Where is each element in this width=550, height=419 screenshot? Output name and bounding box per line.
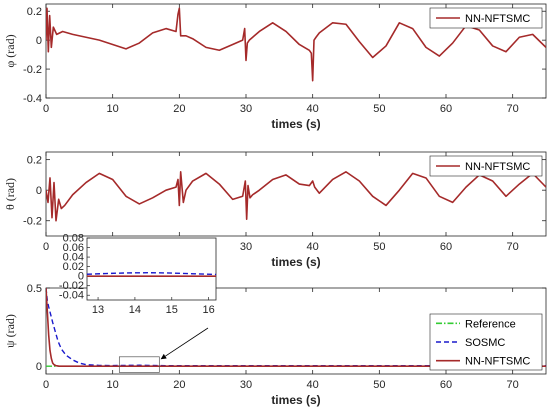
x-tick-label: 20 [173, 103, 185, 115]
x-tick-label: 50 [373, 241, 385, 253]
panel-phi: 0 10 20 30 40 50 60 70 -0.4 -0.2 0 0.2 times (s) φ (r… [3, 3, 547, 131]
y-tick-label: 0.2 [27, 6, 42, 18]
x-tick-label: 30 [240, 241, 252, 253]
x-tick-label: 60 [440, 379, 452, 391]
inset-y-tick-label: 0.08 [63, 233, 84, 245]
legend-box [429, 155, 543, 177]
zoom-arrow [160, 327, 209, 360]
series-line-nn-nftsmc [46, 288, 546, 367]
x-tick-label: 10 [107, 379, 119, 391]
x-tick-label: 40 [307, 103, 319, 115]
y-tick-label: -0.2 [23, 64, 42, 76]
x-tick-label: 60 [440, 103, 452, 115]
x-tick-label: 70 [507, 103, 519, 115]
inset-plot-area [86, 237, 217, 301]
x-tick-label: 50 [373, 379, 385, 391]
legend: Reference SOSMC NN-NFTSMC [429, 313, 543, 371]
x-tick-label: 30 [240, 379, 252, 391]
y-tick-label: 0 [36, 35, 42, 47]
panel-psi: 0 10 20 30 40 50 60 70 0 0.5 times (s) ψ (rad) Refer… [3, 233, 547, 407]
x-axis-label: times (s) [271, 393, 320, 407]
zoom-region-box [118, 356, 160, 373]
inset-x-tick-label: 13 [92, 304, 104, 316]
x-tick-label: 70 [507, 379, 519, 391]
legend: NN-NFTSMC [429, 155, 543, 177]
y-axis-label: θ (rad) [3, 178, 17, 210]
x-tick-label: 70 [507, 241, 519, 253]
legend-label: NN-NFTSMC [465, 161, 530, 173]
y-tick-label: -0.4 [23, 93, 42, 105]
inset-y-tick-label: 0.06 [63, 242, 84, 254]
inset-series-line-sosmc [86, 272, 217, 276]
x-tick-label: 10 [107, 103, 119, 115]
legend-label: SOSMC [465, 337, 505, 349]
inset-y-tick-label: -0.04 [59, 290, 84, 302]
y-axis-label: φ (rad) [3, 34, 17, 67]
legend: NN-NFTSMC [429, 7, 543, 29]
series-line-nn-nftsmc [46, 7, 546, 82]
y-axis-label: ψ (rad) [3, 314, 17, 348]
y-tick-label: 0.5 [27, 283, 42, 295]
inset-x-tick-label: 14 [129, 304, 141, 316]
x-tick-label: 60 [440, 241, 452, 253]
legend-label: NN-NFTSMC [465, 356, 530, 368]
y-tick-label: 0.2 [27, 155, 42, 167]
y-tick-label: 0 [36, 185, 42, 197]
series-group [46, 171, 546, 222]
x-axis-label: times (s) [271, 255, 320, 269]
x-tick-label: 30 [240, 103, 252, 115]
series-line-nn-nftsmc [46, 171, 546, 222]
inset-y-tick-label: 0 [78, 271, 84, 283]
series-group [46, 7, 546, 82]
x-tick-label: 50 [373, 103, 385, 115]
y-tick-label: 0 [36, 361, 42, 373]
x-axis-label: times (s) [271, 117, 320, 131]
inset-x-tick-label: 16 [203, 304, 215, 316]
inset-y-tick-label: 0.04 [63, 252, 84, 264]
x-tick-label: 0 [43, 241, 49, 253]
legend-box [429, 7, 543, 29]
x-tick-label: 0 [43, 103, 49, 115]
x-tick-label: 20 [173, 379, 185, 391]
inset-x-tick-label: 15 [166, 304, 178, 316]
x-tick-label: 40 [307, 379, 319, 391]
legend-label: Reference [465, 318, 516, 330]
inset-y-tick-label: -0.02 [59, 280, 84, 292]
x-tick-label: 40 [307, 241, 319, 253]
x-tick-label: 0 [43, 379, 49, 391]
legend-label: NN-NFTSMC [465, 13, 530, 25]
inset-y-tick-label: 0.02 [63, 261, 84, 273]
y-tick-label: -0.2 [23, 216, 42, 228]
